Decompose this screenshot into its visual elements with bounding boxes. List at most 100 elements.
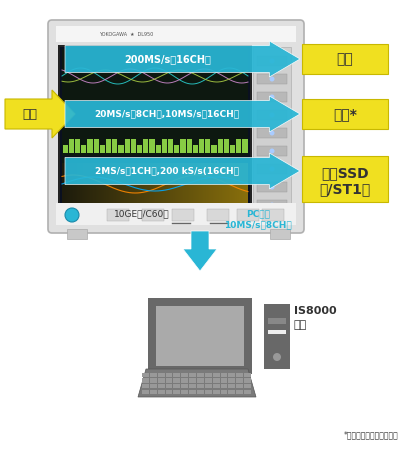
Polygon shape <box>5 90 75 138</box>
Text: 20MS/s（8CH）,10MS/s（16CH）: 20MS/s（8CH）,10MS/s（16CH） <box>95 110 240 119</box>
Bar <box>173 378 180 383</box>
Bar <box>235 163 236 209</box>
Bar <box>181 378 188 383</box>
Bar <box>168 139 173 153</box>
Bar <box>172 163 173 209</box>
FancyArrow shape <box>183 231 217 271</box>
Bar <box>108 163 109 209</box>
Bar <box>88 163 89 209</box>
Circle shape <box>269 167 274 172</box>
Bar <box>244 163 245 209</box>
Bar <box>187 163 188 209</box>
Bar <box>253 47 291 215</box>
Circle shape <box>269 94 274 100</box>
Bar <box>160 163 161 209</box>
Bar <box>110 163 111 209</box>
Bar <box>166 378 173 383</box>
Bar <box>144 163 145 209</box>
Bar <box>205 384 212 388</box>
Bar <box>158 390 164 394</box>
Bar <box>68 163 69 209</box>
Bar <box>207 163 208 209</box>
Bar <box>119 163 120 209</box>
Bar <box>166 390 173 394</box>
Bar <box>257 200 287 210</box>
Bar <box>145 163 146 209</box>
Bar <box>181 373 188 377</box>
Bar <box>232 163 233 209</box>
Bar <box>198 163 199 209</box>
Bar <box>73 163 74 209</box>
Bar <box>127 163 128 209</box>
Bar <box>130 163 131 209</box>
Bar <box>213 384 219 388</box>
Bar <box>213 378 219 383</box>
Bar <box>218 163 219 209</box>
Bar <box>94 163 95 209</box>
Bar <box>237 163 238 209</box>
Bar <box>70 163 71 209</box>
Bar <box>123 163 124 209</box>
Bar <box>117 163 118 209</box>
Bar <box>118 145 124 153</box>
Bar <box>236 378 243 383</box>
Bar <box>65 163 66 209</box>
Bar <box>247 163 248 209</box>
Bar <box>302 99 388 129</box>
Bar <box>205 373 212 377</box>
Bar <box>215 163 216 209</box>
Bar <box>200 163 201 209</box>
Bar <box>116 163 117 209</box>
Text: 软件: 软件 <box>294 320 307 330</box>
Bar <box>69 139 74 153</box>
Bar <box>187 139 192 153</box>
Bar <box>244 373 251 377</box>
Bar <box>125 163 126 209</box>
Bar <box>150 373 157 377</box>
Bar <box>209 163 210 209</box>
Bar <box>156 145 161 153</box>
Bar <box>100 145 105 153</box>
Bar <box>302 44 388 74</box>
Bar <box>109 163 110 209</box>
Bar <box>150 378 157 383</box>
Bar <box>148 163 149 209</box>
Bar <box>217 163 218 209</box>
Bar <box>193 145 198 153</box>
Bar <box>181 163 182 209</box>
Bar <box>257 74 287 84</box>
Bar <box>221 390 227 394</box>
Bar <box>98 163 99 209</box>
Bar <box>189 384 196 388</box>
Bar <box>126 163 127 209</box>
Bar <box>122 163 123 209</box>
Bar <box>103 163 104 209</box>
Bar <box>195 163 196 209</box>
Bar <box>67 163 68 209</box>
Bar <box>167 163 168 209</box>
Bar <box>239 163 240 209</box>
Bar <box>66 163 67 209</box>
Bar <box>225 163 226 209</box>
Bar <box>234 163 235 209</box>
Bar <box>129 163 130 209</box>
Bar <box>105 163 106 209</box>
Bar <box>208 163 209 209</box>
Text: 200MS/s（16CH）: 200MS/s（16CH） <box>124 54 210 64</box>
Bar <box>158 378 164 383</box>
Bar <box>58 45 252 217</box>
Bar <box>189 390 196 394</box>
Bar <box>268 330 286 334</box>
Bar <box>90 163 91 209</box>
Bar <box>84 163 85 209</box>
Bar <box>149 139 154 153</box>
Bar <box>118 163 119 209</box>
Bar <box>136 163 137 209</box>
Bar <box>178 379 222 384</box>
Bar <box>143 139 148 153</box>
Bar <box>152 163 153 209</box>
Circle shape <box>269 58 274 63</box>
Bar <box>124 139 130 153</box>
Bar <box>185 163 186 209</box>
Bar <box>128 163 129 209</box>
